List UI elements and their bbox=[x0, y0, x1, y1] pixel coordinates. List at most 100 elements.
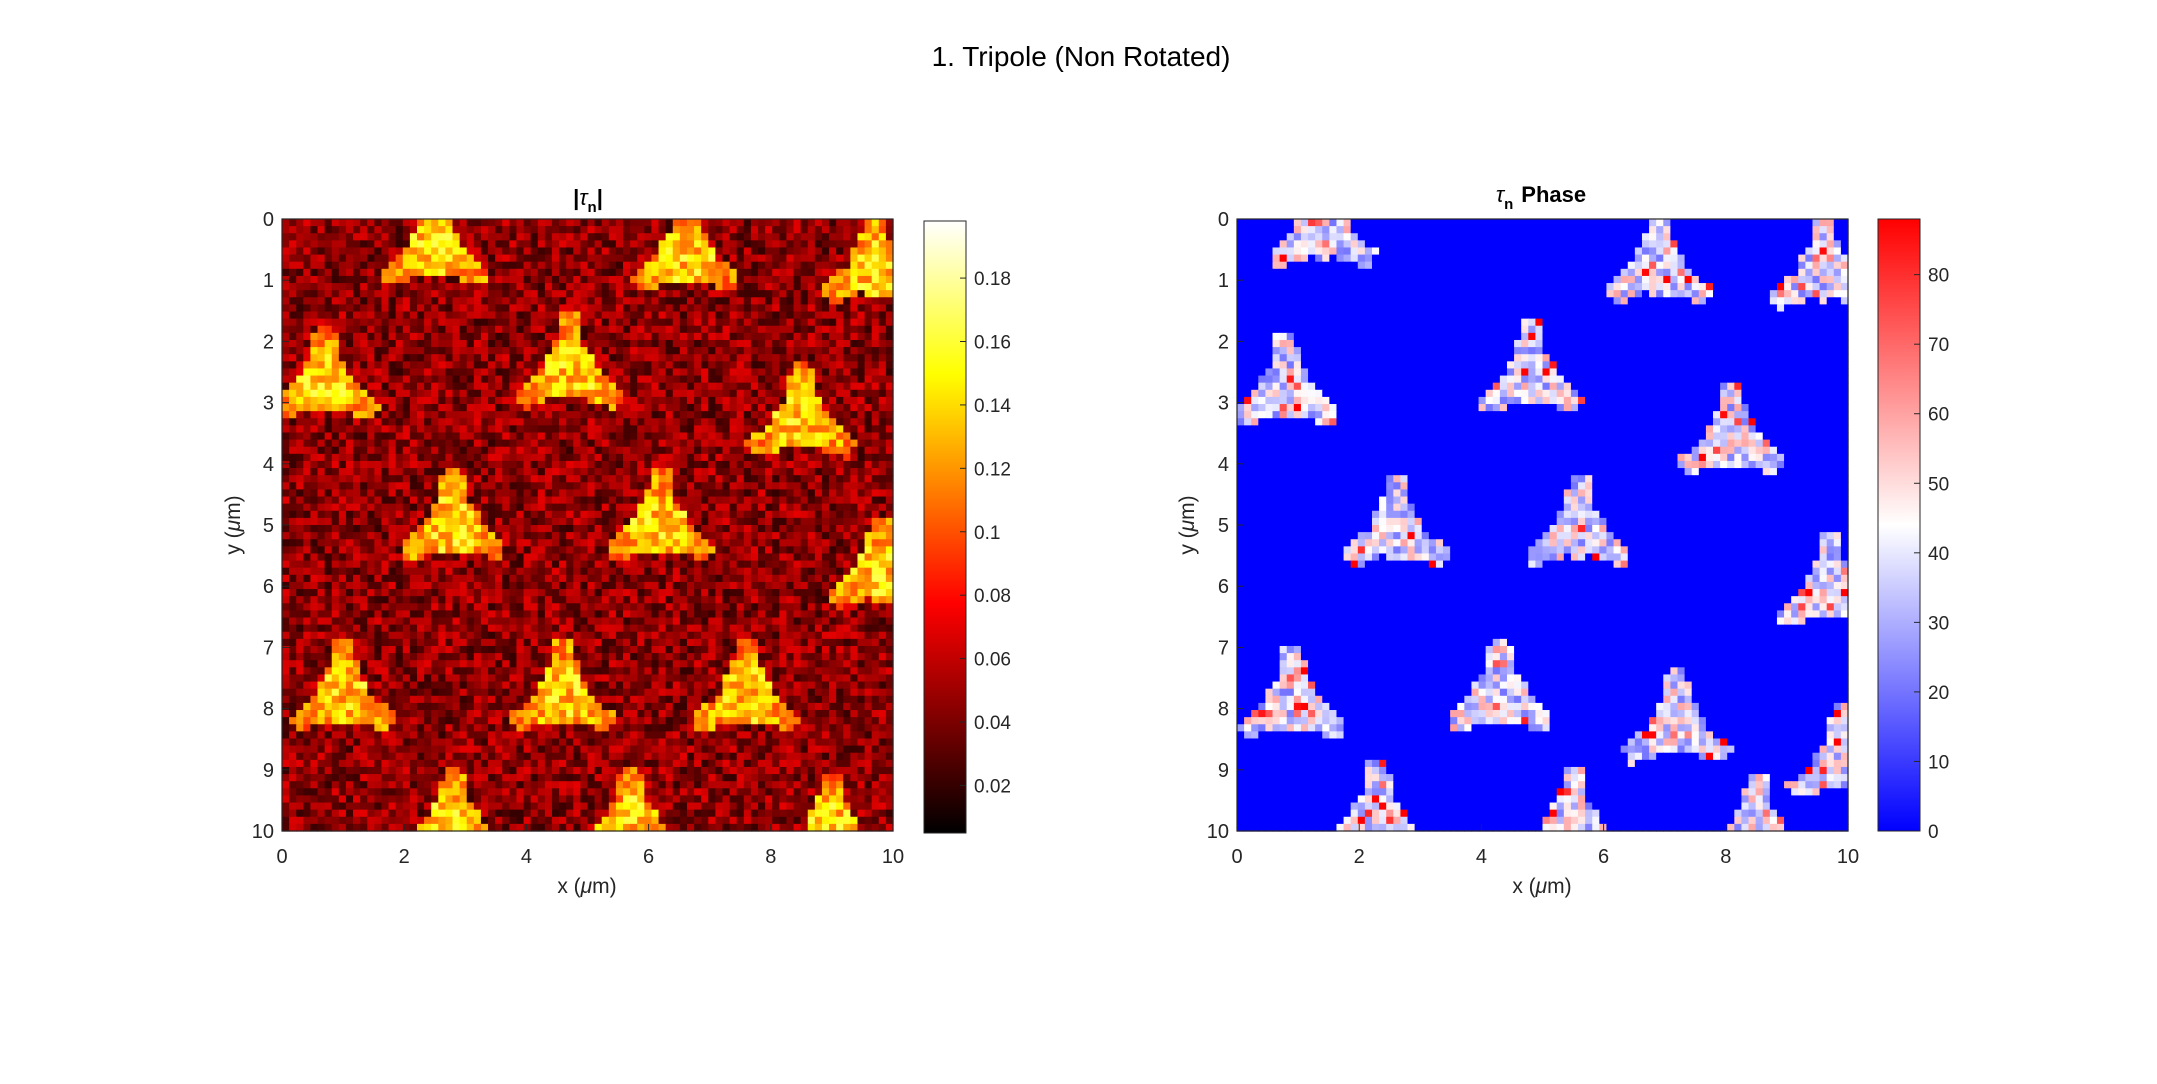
heatmap-cell bbox=[730, 482, 738, 490]
heatmap-cell bbox=[566, 625, 574, 633]
heatmap-cell bbox=[524, 546, 532, 554]
heatmap-cell bbox=[815, 539, 823, 547]
heatmap-cell bbox=[765, 319, 773, 327]
heatmap-cell bbox=[794, 319, 802, 327]
heatmap-cell bbox=[481, 461, 489, 469]
heatmap-cell bbox=[531, 397, 539, 405]
heatmap-cell bbox=[474, 340, 482, 348]
heatmap-cell bbox=[559, 504, 567, 512]
heatmap-cell bbox=[495, 354, 503, 362]
heatmap-cell bbox=[744, 497, 752, 505]
heatmap-cell bbox=[303, 504, 311, 512]
heatmap-cell bbox=[516, 418, 524, 426]
heatmap-cell bbox=[786, 269, 794, 277]
heatmap-cell bbox=[637, 233, 645, 241]
heatmap-cell bbox=[666, 333, 674, 341]
heatmap-cell bbox=[829, 354, 837, 362]
heatmap-cell bbox=[872, 276, 880, 284]
heatmap-cell bbox=[737, 361, 745, 369]
heatmap-cell bbox=[808, 425, 816, 433]
heatmap-cell bbox=[431, 255, 439, 263]
heatmap-cell bbox=[843, 304, 851, 312]
heatmap-cell bbox=[637, 454, 645, 462]
heatmap-cell bbox=[580, 625, 588, 633]
heatmap-cell bbox=[630, 425, 638, 433]
heatmap-cell bbox=[857, 596, 865, 604]
heatmap-cell bbox=[708, 575, 716, 583]
heatmap-cell bbox=[360, 546, 368, 554]
heatmap-cell bbox=[758, 312, 766, 320]
heatmap-cell bbox=[666, 297, 674, 305]
heatmap-cell bbox=[332, 226, 340, 234]
heatmap-cell bbox=[374, 625, 382, 633]
heatmap-cell bbox=[715, 596, 723, 604]
heatmap-cell bbox=[346, 262, 354, 270]
heatmap-cell bbox=[353, 269, 361, 277]
heatmap-cell bbox=[573, 411, 581, 419]
heatmap-cell bbox=[438, 589, 446, 597]
heatmap-cell bbox=[616, 625, 624, 633]
heatmap-cell bbox=[602, 553, 610, 561]
heatmap-cell bbox=[843, 525, 851, 533]
heatmap-cell bbox=[566, 368, 574, 376]
heatmap-cell bbox=[616, 603, 624, 611]
heatmap-cell bbox=[403, 340, 411, 348]
heatmap-cell bbox=[488, 255, 496, 263]
heatmap-cell bbox=[737, 368, 745, 376]
heatmap-cell bbox=[751, 539, 759, 547]
heatmap-cell bbox=[815, 404, 823, 412]
heatmap-cell bbox=[573, 468, 581, 476]
heatmap-cell bbox=[481, 582, 489, 590]
heatmap-cell bbox=[438, 283, 446, 291]
heatmap-cell bbox=[403, 425, 411, 433]
heatmap-cell bbox=[630, 596, 638, 604]
heatmap-cell bbox=[794, 568, 802, 576]
heatmap-cell bbox=[644, 361, 652, 369]
heatmap-cell bbox=[673, 518, 681, 526]
heatmap-cell bbox=[559, 219, 567, 227]
heatmap-cell bbox=[339, 518, 347, 526]
heatmap-cell bbox=[765, 269, 773, 277]
heatmap-cell bbox=[630, 340, 638, 348]
heatmap-cell bbox=[715, 553, 723, 561]
heatmap-cell bbox=[467, 525, 475, 533]
heatmap-cell bbox=[325, 269, 333, 277]
heatmap-cell bbox=[616, 240, 624, 248]
heatmap-cell bbox=[857, 589, 865, 597]
heatmap-cell bbox=[609, 390, 617, 398]
heatmap-cell bbox=[595, 219, 603, 227]
heatmap-cell bbox=[559, 568, 567, 576]
heatmap-cell bbox=[872, 475, 880, 483]
heatmap-cell bbox=[737, 440, 745, 448]
heatmap-cell bbox=[722, 297, 730, 305]
heatmap-cell bbox=[602, 354, 610, 362]
heatmap-cell bbox=[303, 546, 311, 554]
heatmap-cell bbox=[708, 255, 716, 263]
heatmap-cell bbox=[644, 546, 652, 554]
heatmap-cell bbox=[630, 290, 638, 298]
heatmap-cell bbox=[524, 255, 532, 263]
heatmap-cell bbox=[545, 461, 553, 469]
heatmap-cell bbox=[737, 226, 745, 234]
heatmap-cell bbox=[857, 326, 865, 334]
heatmap-cell bbox=[474, 475, 482, 483]
heatmap-cell bbox=[857, 255, 865, 263]
heatmap-cell bbox=[566, 247, 574, 255]
heatmap-cell bbox=[673, 397, 681, 405]
heatmap-cell bbox=[609, 618, 617, 626]
heatmap-cell bbox=[381, 283, 389, 291]
heatmap-cell bbox=[289, 461, 297, 469]
heatmap-cell bbox=[758, 596, 766, 604]
heatmap-cell bbox=[857, 618, 865, 626]
heatmap-cell bbox=[879, 312, 887, 320]
heatmap-cell bbox=[516, 553, 524, 561]
heatmap-cell bbox=[673, 297, 681, 305]
heatmap-cell bbox=[488, 283, 496, 291]
heatmap-cell bbox=[460, 361, 468, 369]
heatmap-cell bbox=[424, 326, 432, 334]
heatmap-cell bbox=[730, 226, 738, 234]
heatmap-cell bbox=[588, 625, 596, 633]
heatmap-cell bbox=[822, 354, 830, 362]
heatmap-cell bbox=[879, 297, 887, 305]
heatmap-cell bbox=[616, 475, 624, 483]
